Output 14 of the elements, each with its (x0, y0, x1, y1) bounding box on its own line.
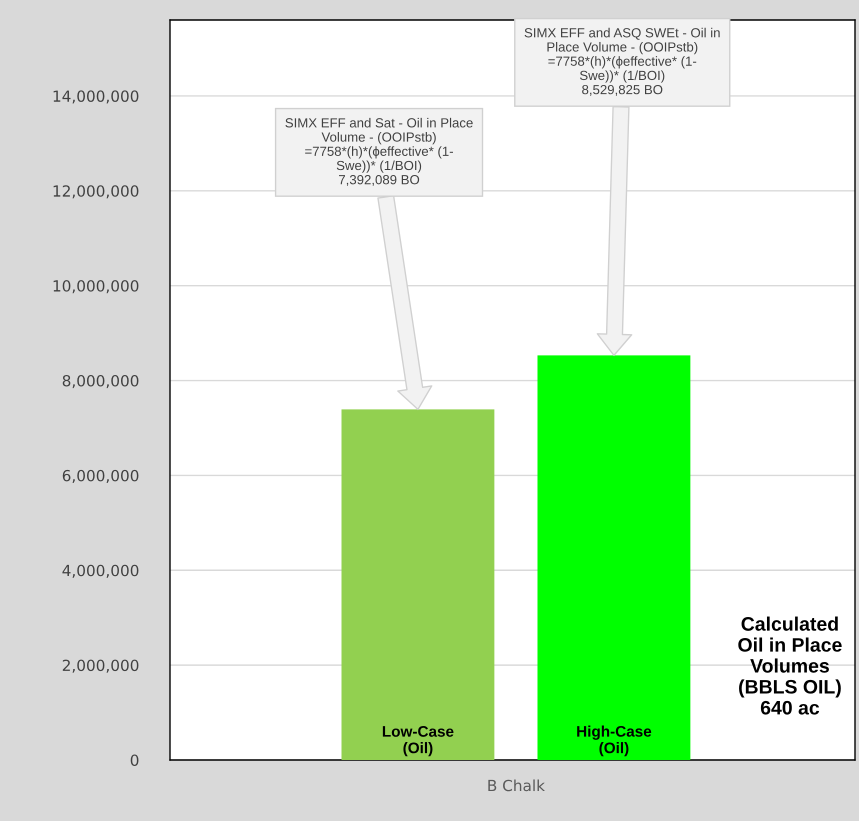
annotation: SIMX EFF and Sat - Oil in Place Volume - (OOIPstb) =7758*(h)*(ϕeffective* (1- Swe))* (1/BOI) 7,392,089 BO (285, 118, 473, 186)
y-tick-label: 8,000,000 (62, 374, 138, 388)
series-label: High-Case (Oil) (577, 726, 652, 756)
y-tick-label: 6,000,000 (62, 470, 138, 483)
annotation: Calculated Oil in Place Volumes (BBLS OIL) 640 ac (738, 616, 842, 715)
annotation: SIMX EFF and ASQ SWEt - Oil in Place Volume - (OOIPstb) =7758*(h)*(ϕeffective* (1- Swe))* (1/BOI) 8,529,825 BO (524, 28, 720, 96)
series-label: Low-Case (Oil) (382, 726, 454, 756)
y-tick-label: 4,000,000 (62, 564, 138, 578)
y-tick-label: 14,000,000 (54, 90, 138, 104)
y-tick-label: 0 (130, 754, 138, 766)
y-tick-label: 12,000,000 (54, 185, 138, 198)
y-tick-label: 2,000,000 (62, 660, 138, 673)
y-tick-label: 10,000,000 (54, 280, 138, 294)
x-tick-label: B Chalk (488, 779, 545, 792)
